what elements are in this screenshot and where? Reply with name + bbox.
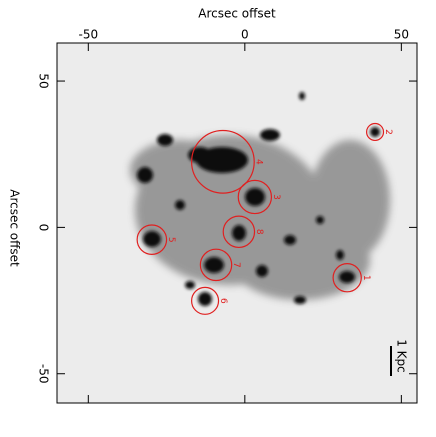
region-label: 3 <box>271 194 281 200</box>
y-axis-title: Arcsec offset <box>8 189 22 267</box>
region <box>191 129 255 194</box>
region-label: 5 <box>166 237 176 243</box>
y-tick-label: -50 <box>37 364 51 384</box>
region-label: 7 <box>231 262 241 268</box>
region <box>191 286 220 315</box>
x-tick-label: -50 <box>78 28 98 42</box>
region-label: 2 <box>383 129 393 135</box>
region <box>136 224 168 255</box>
region <box>366 122 385 142</box>
region-label: 8 <box>254 229 264 235</box>
sky-image <box>57 43 417 403</box>
region <box>237 179 273 215</box>
scale-bar-label: 1 Kpc <box>395 339 409 373</box>
y-tick-label: 0 <box>37 224 51 232</box>
x-axis-title: Arcsec offset <box>198 7 276 21</box>
y-tick-label: 50 <box>37 73 51 88</box>
region <box>332 263 362 293</box>
region <box>199 248 233 282</box>
plot-frame <box>56 42 418 404</box>
x-tick-label: 50 <box>394 28 409 42</box>
region <box>222 215 256 249</box>
region-label: 6 <box>218 298 228 304</box>
x-tick-label: 0 <box>241 28 249 42</box>
region-label: 1 <box>361 275 371 281</box>
region-label: 4 <box>254 159 264 165</box>
